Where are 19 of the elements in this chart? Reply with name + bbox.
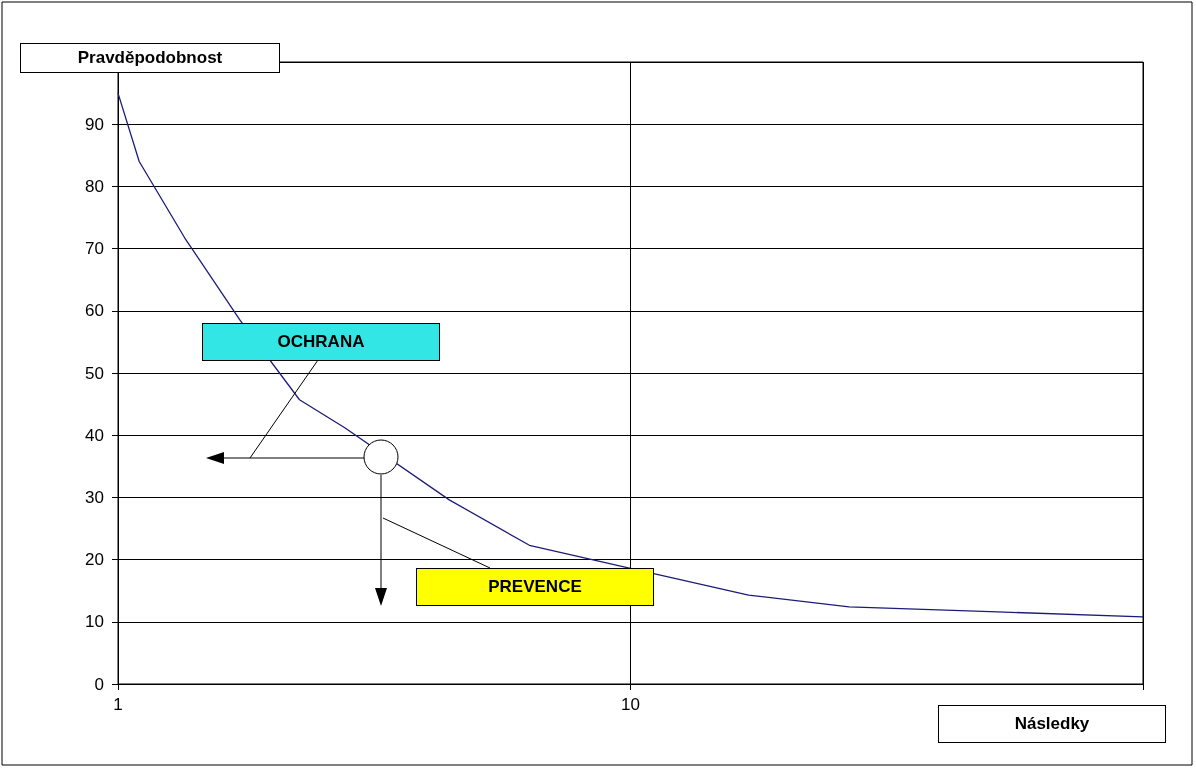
text-box: PREVENCE	[416, 568, 654, 606]
y-tick-label: 90	[85, 114, 104, 134]
y-tick-label: 50	[85, 363, 104, 383]
y-tick-label: 40	[85, 425, 104, 445]
y-tick-label: 80	[85, 176, 104, 196]
annotation: OCHRANA	[277, 332, 365, 352]
y-tick-label: 0	[94, 674, 104, 694]
x-axis-title: Následky	[1014, 714, 1090, 734]
annotation: PREVENCE	[488, 577, 582, 597]
text-box: Pravděpodobnost	[20, 43, 280, 73]
text-box: OCHRANA	[202, 323, 440, 361]
y-tick-label: 70	[85, 239, 104, 259]
text-box: Následky	[938, 705, 1166, 743]
x-tick-label: 1	[113, 695, 123, 714]
y-tick-label: 60	[85, 301, 104, 321]
y-tick-label: 10	[85, 612, 104, 632]
y-tick-label: 30	[85, 487, 104, 507]
y-axis-title: Pravděpodobnost	[77, 48, 223, 68]
y-tick-label: 20	[85, 550, 104, 570]
